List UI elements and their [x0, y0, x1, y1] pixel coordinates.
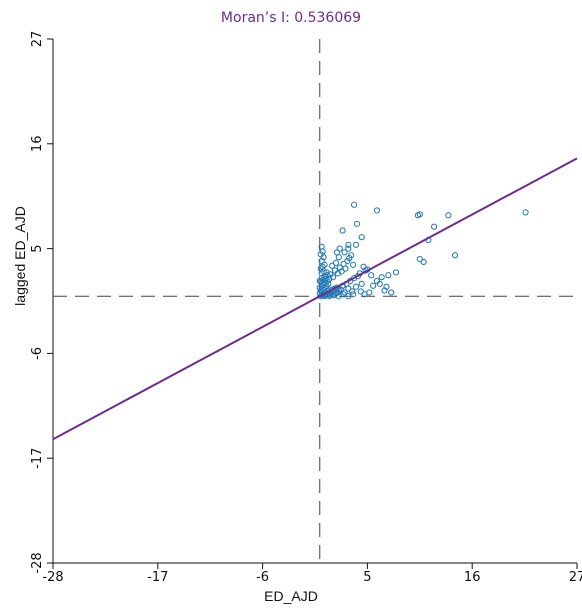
y-tick-label: -17 — [30, 448, 45, 469]
data-point — [329, 262, 336, 269]
data-point — [416, 255, 423, 263]
data-point — [373, 207, 381, 214]
x-tick-label: 5 — [363, 570, 371, 585]
data-point — [349, 288, 356, 295]
y-tick-label: 27 — [30, 31, 45, 48]
data-point — [332, 259, 340, 266]
data-point — [392, 269, 400, 276]
data-point — [358, 280, 365, 287]
data-point — [357, 288, 364, 295]
data-point — [318, 243, 325, 250]
data-point — [333, 249, 341, 256]
data-point — [342, 265, 349, 272]
data-point — [451, 252, 459, 259]
data-point — [321, 261, 328, 268]
y-tick-label: 5 — [30, 244, 45, 252]
data-point — [338, 268, 345, 275]
y-tick-label: -6 — [30, 347, 45, 360]
data-point — [330, 274, 337, 281]
data-point — [316, 277, 323, 285]
y-tick-label: 16 — [30, 136, 45, 153]
data-point — [324, 272, 331, 279]
data-point — [336, 245, 343, 252]
chart-title: Moran’s I: 0.536069 — [220, 10, 362, 26]
data-point — [366, 289, 373, 296]
data-point — [319, 263, 326, 270]
data-point — [353, 220, 361, 227]
x-tick-label: 27 — [569, 570, 582, 585]
data-point — [345, 245, 352, 252]
data-point — [414, 212, 421, 219]
data-point — [445, 212, 452, 219]
data-point — [378, 274, 385, 281]
y-axis-label: lagged ED_AJD — [12, 206, 28, 306]
regression-line — [52, 157, 578, 441]
data-point — [350, 291, 357, 298]
data-point — [316, 284, 323, 291]
data-point — [317, 287, 324, 294]
data-point — [339, 227, 346, 234]
y-tick-label: -28 — [30, 552, 45, 573]
x-tick-label: -28 — [42, 570, 63, 585]
data-point — [345, 285, 352, 292]
data-point — [420, 258, 427, 266]
data-point — [368, 272, 375, 279]
x-tick-label: -6 — [256, 570, 269, 585]
data-point — [358, 234, 365, 241]
data-point — [335, 293, 342, 300]
data-point — [430, 223, 438, 230]
data-point — [370, 282, 377, 289]
data-point — [381, 287, 388, 294]
data-point — [348, 252, 355, 259]
data-point — [317, 265, 324, 272]
data-point — [385, 272, 392, 279]
data-point — [373, 277, 381, 285]
data-point — [317, 278, 324, 286]
data-point — [341, 249, 348, 256]
data-point — [352, 283, 360, 290]
data-point — [352, 241, 360, 248]
data-point — [327, 292, 334, 299]
data-point — [388, 289, 395, 296]
x-tick-label: -17 — [147, 570, 168, 585]
data-point — [345, 241, 352, 248]
x-tick-label: 16 — [464, 570, 481, 585]
data-point — [522, 209, 529, 216]
x-axis-label: ED_AJD — [264, 588, 318, 604]
data-point — [350, 201, 358, 208]
data-point — [350, 261, 357, 268]
